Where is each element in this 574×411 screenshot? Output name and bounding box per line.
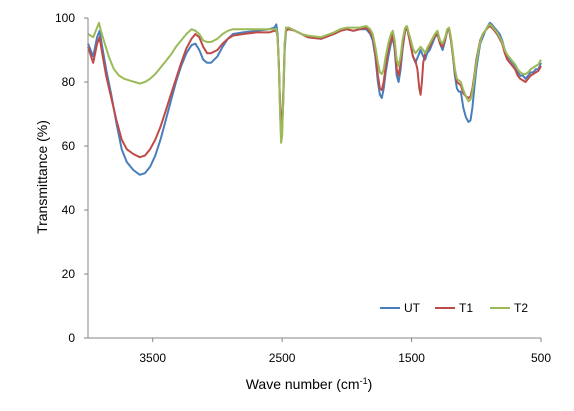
series-line-ut bbox=[87, 21, 542, 176]
y-tick-label: 0 bbox=[68, 331, 75, 345]
x-axis-title-superscript: -1 bbox=[360, 376, 368, 386]
y-tick-labels: 0 20 40 60 80 100 bbox=[55, 11, 88, 345]
legend-label-t2: T2 bbox=[514, 301, 528, 315]
series-line-t2 bbox=[87, 21, 542, 144]
legend: UT T1 T2 bbox=[380, 301, 528, 315]
y-axis-title: Transmittance (%) bbox=[34, 120, 50, 234]
x-tick-label: 3500 bbox=[139, 351, 166, 365]
y-tick-label: 40 bbox=[62, 203, 76, 217]
x-tick-label: 500 bbox=[531, 351, 551, 365]
series-layer bbox=[87, 21, 542, 176]
x-axis-title: Wave number (cm-1) bbox=[246, 376, 373, 392]
y-tick-label: 100 bbox=[55, 11, 75, 25]
x-tick-labels: 3500 2500 1500 500 bbox=[139, 338, 551, 365]
legend-label-t1: T1 bbox=[459, 301, 473, 315]
legend-label-ut: UT bbox=[404, 301, 421, 315]
x-axis-title-text: Wave number (cm bbox=[246, 376, 360, 392]
x-tick-label: 1500 bbox=[398, 351, 425, 365]
axes-layer bbox=[87, 18, 541, 339]
y-tick-label: 80 bbox=[62, 75, 76, 89]
y-tick-label: 60 bbox=[62, 139, 76, 153]
x-tick-label: 2500 bbox=[269, 351, 296, 365]
x-axis-title-close: ) bbox=[368, 376, 373, 392]
y-tick-label: 20 bbox=[62, 267, 76, 281]
